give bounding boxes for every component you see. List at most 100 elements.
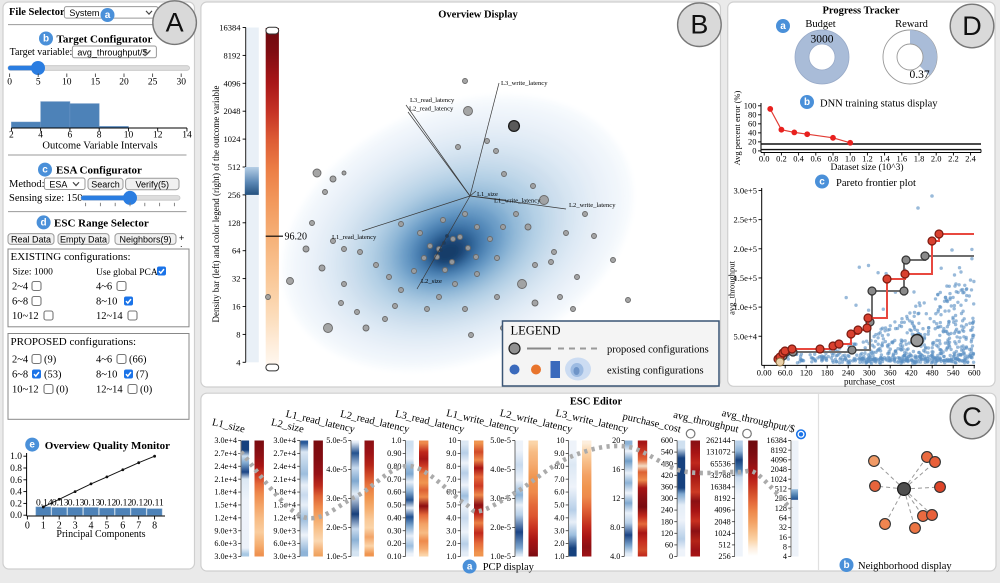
svg-text:2048: 2048 [714, 517, 730, 526]
svg-text:10: 10 [124, 131, 134, 141]
svg-text:1024: 1024 [771, 475, 787, 484]
svg-text:2.0e+5: 2.0e+5 [734, 244, 757, 254]
svg-text:L3_write_latency: L3_write_latency [501, 80, 548, 87]
svg-text:purchase_cost: purchase_cost [844, 377, 895, 387]
svg-text:1024: 1024 [714, 529, 730, 538]
svg-text:b: b [43, 34, 49, 45]
svg-text:256: 256 [228, 190, 241, 200]
svg-text:Density bar (left) and color l: Density bar (left) and color legend (rig… [211, 86, 221, 323]
svg-text:0.12: 0.12 [131, 499, 148, 509]
svg-text:C: C [962, 402, 982, 432]
svg-text:Target variable:: Target variable: [10, 47, 73, 58]
svg-text:0.60: 0.60 [387, 488, 401, 497]
svg-text:0.0: 0.0 [10, 511, 22, 521]
svg-text:512: 512 [718, 541, 730, 550]
svg-text:0: 0 [7, 78, 12, 88]
svg-text:1.8: 1.8 [914, 154, 925, 164]
svg-text:1.0e-5: 1.0e-5 [490, 552, 511, 561]
svg-text:4096: 4096 [224, 78, 241, 88]
svg-text:20: 20 [612, 436, 620, 445]
svg-text:3.0e+5: 3.0e+5 [734, 186, 757, 196]
svg-text:7.0: 7.0 [446, 475, 456, 484]
svg-text:256: 256 [718, 552, 730, 561]
svg-text:1.2e+4: 1.2e+4 [214, 513, 237, 522]
svg-text:6.0e+3: 6.0e+3 [214, 539, 237, 548]
svg-text:L1_read_latency: L1_read_latency [332, 234, 377, 241]
svg-text:1.0: 1.0 [391, 436, 401, 445]
svg-text:4.0e-5: 4.0e-5 [326, 465, 347, 474]
svg-text:16: 16 [779, 533, 787, 542]
svg-text:300: 300 [863, 368, 876, 378]
svg-text:(7): (7) [136, 370, 149, 381]
svg-text:0: 0 [752, 146, 756, 156]
svg-text:4~6: 4~6 [96, 355, 112, 366]
svg-text:10: 10 [556, 436, 564, 445]
svg-text:3.0e+4: 3.0e+4 [214, 436, 237, 445]
svg-text:0.10: 0.10 [387, 552, 401, 561]
svg-text:240: 240 [842, 368, 855, 378]
svg-text:512: 512 [228, 162, 241, 172]
svg-text:0.30: 0.30 [387, 526, 401, 535]
svg-text:2.4e+4: 2.4e+4 [214, 462, 237, 471]
svg-text:16: 16 [232, 302, 241, 312]
svg-text:30: 30 [176, 78, 186, 88]
svg-text:Sensing size: 150: Sensing size: 150 [9, 193, 83, 204]
svg-text:D: D [962, 11, 982, 41]
svg-text:20: 20 [119, 78, 129, 88]
svg-text:4.0e-5: 4.0e-5 [490, 465, 511, 474]
svg-text:1.0: 1.0 [10, 452, 22, 462]
svg-text:LEGEND: LEGEND [511, 324, 561, 338]
svg-text:0: 0 [669, 552, 673, 561]
svg-text:0.4: 0.4 [10, 488, 22, 498]
svg-text:ESA Configurator: ESA Configurator [56, 165, 142, 177]
svg-text:64: 64 [232, 246, 241, 256]
svg-text:6: 6 [68, 131, 73, 141]
svg-text:0.80: 0.80 [387, 462, 401, 471]
svg-text:a: a [105, 10, 111, 21]
svg-text:c: c [819, 177, 825, 188]
svg-text:0.14: 0.14 [36, 499, 53, 509]
svg-text:7: 7 [136, 521, 141, 532]
svg-text:6: 6 [120, 521, 125, 532]
svg-text:2.7e+4: 2.7e+4 [214, 449, 237, 458]
svg-text:DNN training status display: DNN training status display [820, 99, 938, 110]
svg-text:2.4e+4: 2.4e+4 [273, 462, 296, 471]
svg-text:1.5e+4: 1.5e+4 [214, 501, 237, 510]
svg-text:8~10: 8~10 [96, 297, 117, 308]
svg-text:2.0: 2.0 [446, 539, 456, 548]
svg-text:0.37: 0.37 [909, 69, 929, 81]
svg-text:5.0: 5.0 [554, 501, 564, 510]
svg-text:128: 128 [775, 504, 787, 513]
svg-text:480: 480 [926, 368, 939, 378]
svg-text:5.0e+4: 5.0e+4 [734, 331, 758, 341]
svg-text:Avg percent error (%): Avg percent error (%) [732, 91, 742, 166]
svg-text:5: 5 [104, 521, 109, 532]
svg-text:EXISTING configurations:: EXISTING configurations: [11, 251, 131, 263]
svg-text:1.2: 1.2 [862, 154, 873, 164]
svg-text:420: 420 [661, 471, 673, 480]
svg-text:16384: 16384 [710, 483, 730, 492]
svg-text:4.0: 4.0 [610, 552, 620, 561]
svg-text:L1_size: L1_size [477, 191, 498, 198]
svg-text:Verify(5): Verify(5) [136, 179, 170, 189]
svg-text:300: 300 [661, 494, 673, 503]
svg-text:2.0: 2.0 [554, 539, 564, 548]
svg-text:3.0: 3.0 [554, 526, 564, 535]
svg-text:262144: 262144 [706, 436, 731, 445]
svg-text:6~8: 6~8 [12, 297, 28, 308]
svg-text:1.0e+5: 1.0e+5 [734, 302, 757, 312]
svg-text:20: 20 [748, 137, 757, 147]
svg-text:512: 512 [775, 484, 787, 493]
svg-text:4096: 4096 [771, 455, 787, 464]
svg-text:L2_write_latency: L2_write_latency [569, 202, 616, 209]
svg-text:120: 120 [800, 368, 813, 378]
svg-text:3.0: 3.0 [446, 526, 456, 535]
svg-text:Use global PCA: Use global PCA [96, 268, 158, 278]
svg-text:2.0e-5: 2.0e-5 [490, 523, 511, 532]
svg-text:3.0e-5: 3.0e-5 [326, 494, 347, 503]
svg-text:0.6: 0.6 [810, 154, 821, 164]
svg-text:4: 4 [38, 131, 43, 141]
svg-text:(0): (0) [56, 385, 69, 396]
svg-text:360: 360 [884, 368, 897, 378]
svg-text:600: 600 [968, 368, 981, 378]
